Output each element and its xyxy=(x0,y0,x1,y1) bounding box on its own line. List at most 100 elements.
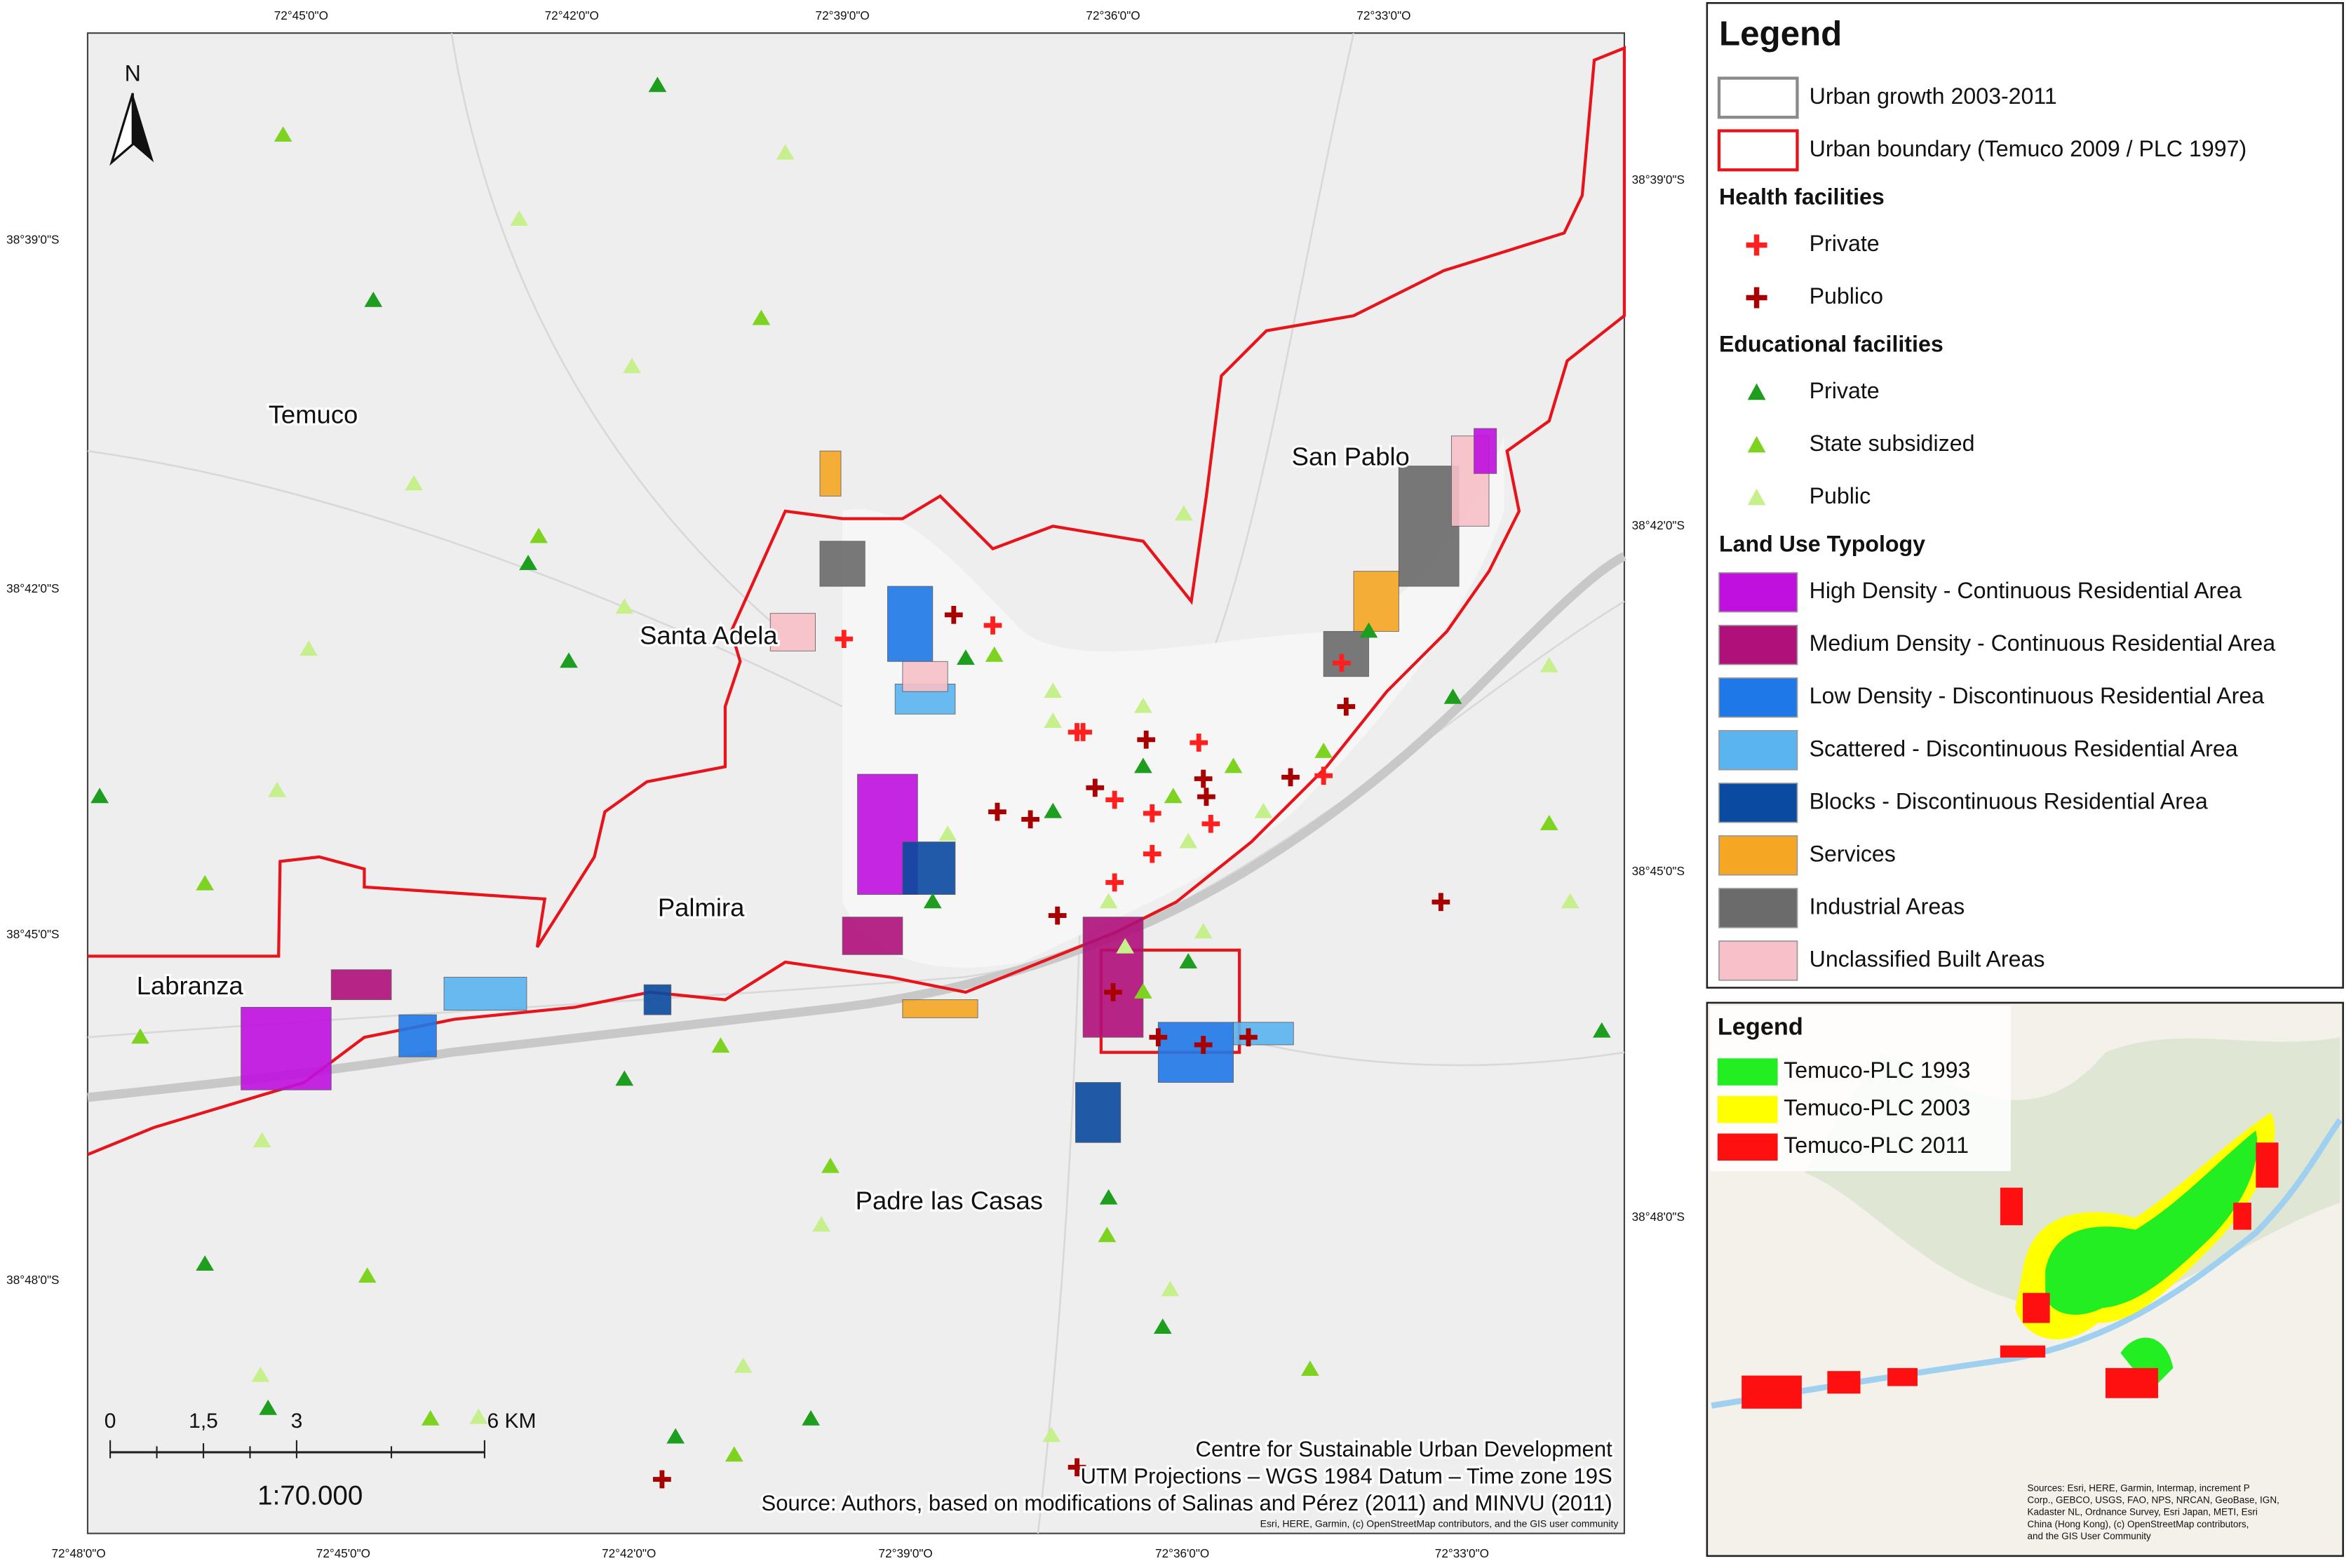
education-marker xyxy=(1153,1318,1172,1334)
health-marker xyxy=(1197,788,1215,806)
credit-line: Centre for Sustainable Urban Development xyxy=(1196,1437,1613,1461)
inset-patch xyxy=(2000,1187,2023,1226)
health-marker xyxy=(1104,983,1122,1001)
health-marker xyxy=(1048,906,1067,925)
credit-line: Source: Authors, based on modifications … xyxy=(761,1491,1612,1515)
education-marker xyxy=(299,640,318,656)
legend-symbol xyxy=(1746,287,1767,309)
land-use-patch xyxy=(819,541,865,587)
basemap-attribution: Esri, HERE, Garmin, (c) OpenStreetMap co… xyxy=(1260,1518,1619,1529)
legend-box xyxy=(1706,2,2344,989)
inset-legend-swatch xyxy=(1717,1133,1778,1161)
legend-heading: Land Use Typology xyxy=(1719,532,1925,557)
credit-line: UTM Projections – WGS 1984 Datum – Time … xyxy=(1080,1464,1612,1489)
health-marker xyxy=(1021,810,1039,829)
education-marker xyxy=(666,1428,685,1444)
education-marker xyxy=(821,1157,840,1173)
legend-swatch xyxy=(1718,624,1798,665)
legend-swatch xyxy=(1718,730,1798,771)
inset-patch xyxy=(2256,1142,2279,1188)
education-marker xyxy=(1116,938,1135,954)
education-marker xyxy=(530,527,548,543)
legend-label: Industrial Areas xyxy=(1810,893,1965,919)
scale-label: 0 xyxy=(105,1410,116,1433)
legend-label: Urban boundary (Temuco 2009 / PLC 1997) xyxy=(1810,136,2247,161)
main-map xyxy=(86,32,1626,1534)
health-marker xyxy=(1314,766,1333,785)
health-marker xyxy=(653,1470,671,1489)
legend-title: Legend xyxy=(1719,14,1842,53)
education-marker xyxy=(196,874,215,891)
health-marker xyxy=(1337,697,1356,716)
education-marker xyxy=(711,1037,730,1053)
education-marker xyxy=(776,144,795,160)
education-marker xyxy=(725,1446,743,1462)
education-marker xyxy=(623,358,641,374)
inset-attribution-line: Kadaster NL, Ordnance Survey, Esri Japan… xyxy=(2027,1506,2257,1517)
place-label: Padre las Casas xyxy=(856,1187,1043,1215)
land-use-patch xyxy=(902,661,948,692)
road xyxy=(450,32,783,633)
land-use-patch xyxy=(241,1006,332,1090)
education-marker xyxy=(364,291,383,307)
health-marker xyxy=(1190,734,1208,752)
place-label: Temuco xyxy=(269,400,358,428)
legend-symbol xyxy=(1747,383,1766,400)
legend-label: Services xyxy=(1810,841,1896,866)
legend-swatch xyxy=(1718,835,1798,876)
legend-label: State subsidized xyxy=(1810,431,1975,456)
education-marker xyxy=(251,1366,270,1382)
education-marker xyxy=(1592,1022,1611,1038)
land-use-patch xyxy=(1075,1082,1121,1143)
education-marker xyxy=(1044,682,1063,698)
land-use-patch xyxy=(443,977,527,1011)
health-marker xyxy=(1194,769,1213,788)
land-use-patch xyxy=(902,842,956,895)
land-use-patches xyxy=(241,428,1497,1143)
education-marker xyxy=(985,646,1004,662)
education-marker xyxy=(1443,688,1462,704)
inset-legend-label: Temuco-PLC 1993 xyxy=(1784,1057,1970,1083)
education-marker xyxy=(1540,814,1558,830)
education-marker xyxy=(1134,757,1152,773)
coord-label: 72°39'0"O xyxy=(816,8,870,22)
education-marker xyxy=(268,781,286,797)
north-arrow-right xyxy=(133,93,154,163)
education-marker xyxy=(1044,712,1063,729)
legend-symbol xyxy=(1747,435,1766,453)
education-marker xyxy=(259,1399,278,1415)
coord-label: 72°42'0"O xyxy=(602,1546,656,1560)
education-marker xyxy=(1540,656,1558,673)
road xyxy=(87,450,843,708)
land-use-patch xyxy=(1474,428,1497,474)
education-marker xyxy=(196,1255,215,1271)
inset-legend-swatch xyxy=(1717,1095,1778,1123)
coord-label: 38°39'0"S xyxy=(6,233,59,247)
health-marker xyxy=(1239,1028,1258,1047)
coord-label: 38°42'0"S xyxy=(1632,518,1685,532)
education-marker xyxy=(923,893,942,909)
land-use-patch xyxy=(1323,630,1369,677)
land-use-patch xyxy=(902,999,978,1018)
coord-label: 72°39'0"O xyxy=(879,1546,933,1560)
health-marker xyxy=(1194,1036,1213,1054)
inset-1993 xyxy=(2045,1130,2258,1315)
scale-label: 3 xyxy=(291,1410,303,1433)
health-marker xyxy=(983,616,1002,635)
land-use-patch xyxy=(1398,466,1460,587)
inset-attribution-line: China (Hong Kong), (c) OpenStreetMap con… xyxy=(2027,1518,2249,1529)
place-label: San Pablo xyxy=(1292,442,1410,471)
education-marker xyxy=(358,1267,377,1283)
inset-patch xyxy=(2233,1203,2251,1230)
education-marker xyxy=(519,555,537,570)
coord-label: 72°33'0"O xyxy=(1356,8,1410,22)
inset-2011 xyxy=(1742,1142,2279,1409)
education-marker xyxy=(1301,1360,1319,1377)
land-use-patch xyxy=(1157,1022,1234,1083)
road xyxy=(1202,32,1355,677)
place-label: Palmira xyxy=(658,893,745,922)
education-marker xyxy=(1359,622,1378,638)
coord-label: 72°36'0"O xyxy=(1086,8,1140,22)
coord-label: 38°39'0"S xyxy=(1632,173,1685,187)
